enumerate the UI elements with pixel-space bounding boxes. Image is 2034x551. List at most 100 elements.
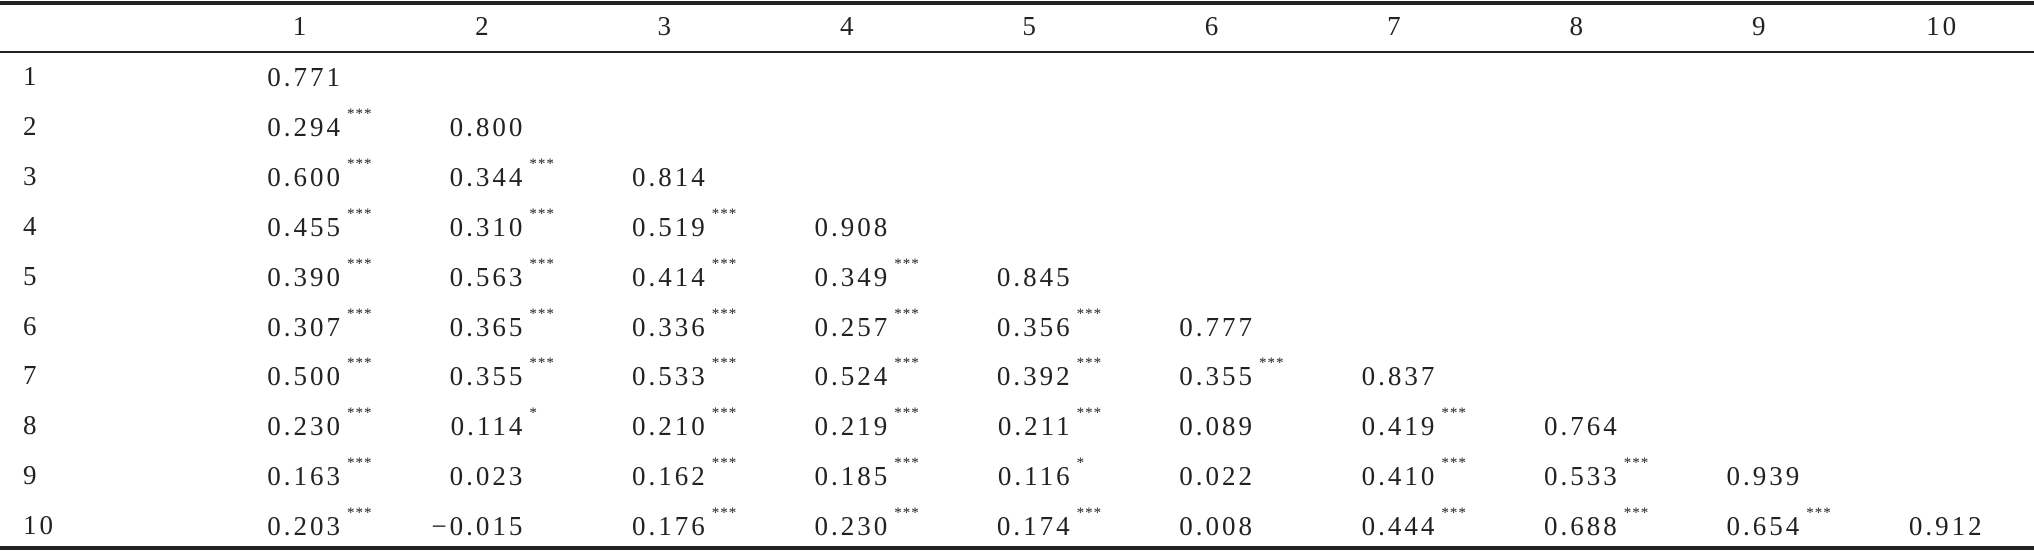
cell-value: 0.355 (449, 361, 526, 392)
header-rule (0, 51, 2034, 53)
significance: *** (529, 255, 555, 272)
cell-value: 0.410 (1361, 461, 1438, 492)
column-header: 7 (1387, 11, 1404, 41)
cell-value: 0.023 (449, 461, 526, 492)
significance: *** (1076, 355, 1103, 372)
significance: *** (1441, 455, 1467, 472)
significance: *** (1259, 355, 1285, 372)
cell-value: 0.908 (814, 211, 891, 242)
cell-value: 0.022 (1179, 461, 1255, 492)
cell-value: 0.230 (814, 511, 891, 542)
cell-value: 0.116 (997, 461, 1073, 492)
cell-value: 0.185 (814, 461, 891, 492)
significance: *** (894, 355, 920, 372)
row-label: 4 (23, 210, 40, 241)
row-label: 3 (23, 160, 40, 191)
column-header: 1 (292, 11, 310, 41)
significance: *** (894, 505, 920, 522)
significance: *** (894, 305, 920, 322)
significance: *** (1076, 305, 1103, 322)
cell-value: 0.390 (267, 261, 343, 292)
significance: * (529, 405, 538, 422)
cell-value: 0.814 (632, 161, 708, 192)
column-header: 2 (475, 11, 492, 41)
cell-value: 0.600 (267, 161, 343, 192)
column-header: 6 (1204, 11, 1222, 41)
significance: * (1076, 455, 1086, 472)
significance: *** (1623, 505, 1650, 522)
cell-value: 0.533 (632, 361, 708, 392)
cell-value: 0.176 (632, 511, 708, 542)
cell-value: 0.939 (1726, 461, 1803, 492)
bottom-rule (0, 546, 2034, 550)
significance: *** (1441, 405, 1467, 422)
cell-value: 0.162 (632, 461, 708, 492)
column-header: 8 (1569, 11, 1587, 41)
cell-value: 0.355 (1179, 361, 1255, 392)
row-label: 10 (23, 510, 56, 541)
cell-value: 0.349 (814, 261, 891, 292)
significance: *** (347, 255, 373, 272)
cell-value: 0.008 (1179, 511, 1255, 542)
cell-value: 0.174 (996, 511, 1073, 542)
cell-value: 0.519 (632, 211, 708, 242)
cell-value: 0.654 (1726, 511, 1803, 542)
row-label: 8 (23, 410, 40, 441)
cell-value: 0.356 (996, 311, 1073, 342)
cell-value: 0.500 (267, 361, 343, 392)
cell-value: 0.336 (632, 311, 708, 342)
row-label: 1 (23, 61, 40, 91)
significance: *** (529, 305, 555, 322)
significance: *** (347, 155, 373, 172)
cell-value: 0.230 (267, 411, 343, 442)
significance: *** (347, 405, 373, 422)
significance: *** (347, 205, 373, 222)
significance: *** (711, 455, 738, 472)
significance: *** (347, 305, 373, 322)
cell-value: 0.307 (267, 311, 343, 342)
significance: *** (711, 405, 738, 422)
cell-value: 0.771 (267, 62, 343, 92)
cell-value: 0.114 (450, 411, 526, 442)
significance: *** (711, 305, 738, 322)
cell-value: 0.414 (632, 261, 708, 292)
significance: *** (529, 155, 555, 172)
significance: *** (894, 255, 920, 272)
cell-value: 0.845 (996, 261, 1073, 292)
significance: *** (1076, 505, 1103, 522)
column-header: 9 (1751, 11, 1769, 41)
column-header: 5 (1022, 11, 1039, 41)
cell-value: 0.310 (449, 211, 526, 242)
cell-value: 0.912 (1908, 511, 1985, 542)
cell-value: 0.444 (1361, 511, 1438, 542)
cell-value: 0.455 (267, 211, 343, 242)
column-header: 4 (839, 11, 857, 41)
cell-value: −0.015 (431, 511, 526, 542)
row-label: 5 (23, 260, 40, 291)
row-label: 2 (23, 110, 40, 141)
significance: *** (1623, 455, 1650, 472)
cell-value: 0.344 (449, 161, 526, 192)
significance: *** (529, 205, 555, 222)
significance: *** (347, 355, 373, 372)
cell-value: 0.163 (267, 461, 343, 492)
cell-value: 0.777 (1179, 311, 1255, 342)
significance: *** (1441, 505, 1467, 522)
significance: *** (711, 255, 738, 272)
cell-value: 0.533 (1544, 461, 1620, 492)
significance: *** (1806, 505, 1832, 522)
significance: *** (347, 505, 373, 522)
cell-value: 0.089 (1179, 411, 1255, 442)
significance: *** (347, 455, 373, 472)
significance: *** (1076, 405, 1103, 422)
cell-value: 0.837 (1361, 361, 1438, 392)
cell-value: 0.211 (997, 411, 1073, 442)
significance: *** (347, 105, 373, 122)
cell-value: 0.365 (449, 311, 526, 342)
cell-value: 0.524 (814, 361, 891, 392)
significance: *** (894, 455, 920, 472)
cell-value: 0.764 (1544, 411, 1620, 442)
cell-value: 0.800 (449, 111, 526, 142)
column-header: 3 (657, 11, 675, 41)
